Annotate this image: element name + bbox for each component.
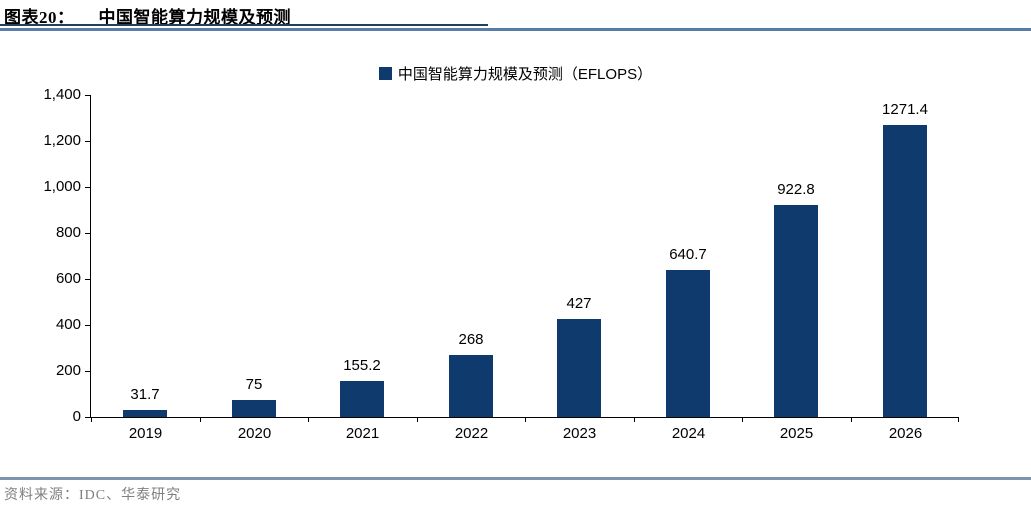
bar bbox=[340, 381, 384, 417]
y-axis-tick-mark bbox=[85, 233, 91, 234]
y-axis-tick-label: 200 bbox=[55, 362, 81, 379]
bar bbox=[774, 205, 818, 417]
bar-value-label: 640.7 bbox=[669, 246, 707, 263]
bar-value-label: 31.7 bbox=[130, 386, 160, 403]
figure-title-text: 中国智能算力规模及预测 bbox=[98, 8, 291, 27]
bar-value-label: 427 bbox=[566, 295, 592, 312]
bar-value-label: 75 bbox=[245, 376, 263, 393]
header-rule bbox=[0, 28, 1031, 31]
legend-swatch-icon bbox=[378, 67, 392, 80]
x-axis-tick-mark bbox=[851, 417, 852, 422]
x-axis-tick-label: 2024 bbox=[671, 425, 706, 442]
bar bbox=[557, 319, 601, 417]
y-axis-tick-mark bbox=[85, 141, 91, 142]
x-axis-tick-label: 2022 bbox=[454, 425, 489, 442]
x-axis-tick-mark bbox=[634, 417, 635, 422]
footer-rule bbox=[0, 477, 1031, 480]
x-axis-tick-label: 2026 bbox=[888, 425, 923, 442]
x-axis-tick-label: 2023 bbox=[562, 425, 597, 442]
bar-value-label: 922.8 bbox=[777, 181, 815, 198]
x-axis-tick-label: 2021 bbox=[345, 425, 380, 442]
y-axis-tick-mark bbox=[85, 95, 91, 96]
y-axis-tick-mark bbox=[85, 187, 91, 188]
bar bbox=[123, 410, 167, 417]
figure-title: 图表20： 中国智能算力规模及预测 bbox=[4, 3, 291, 28]
x-axis-tick-mark bbox=[308, 417, 309, 422]
bar bbox=[232, 400, 276, 417]
bar bbox=[883, 125, 927, 417]
bar-value-label: 268 bbox=[458, 331, 484, 348]
y-axis-tick-label: 1,000 bbox=[43, 178, 81, 195]
legend-label: 中国智能算力规模及预测（EFLOPS） bbox=[397, 66, 653, 83]
bar bbox=[449, 355, 493, 417]
bar-chart-plot-area: 0 200 400 600 800 1,000 1,200 1,400 31.7 2019 75 20… bbox=[43, 86, 959, 442]
bar-value-label: 155.2 bbox=[343, 357, 381, 374]
x-axis-tick-mark bbox=[742, 417, 743, 422]
figure-number: 图表20： bbox=[4, 8, 75, 27]
bar-value-label: 1271.4 bbox=[882, 101, 928, 118]
x-axis-tick-mark bbox=[525, 417, 526, 422]
x-axis-tick-label: 2025 bbox=[779, 425, 814, 442]
x-axis-tick-label: 2019 bbox=[128, 425, 163, 442]
y-axis-tick-label: 600 bbox=[55, 270, 81, 287]
x-axis-tick-label: 2020 bbox=[237, 425, 272, 442]
y-axis-tick-label: 800 bbox=[55, 224, 81, 241]
bar bbox=[666, 270, 710, 417]
y-axis-tick-mark bbox=[85, 325, 91, 326]
y-axis-tick-mark bbox=[85, 371, 91, 372]
y-axis-tick-label: 400 bbox=[55, 316, 81, 333]
chart-legend: 中国智能算力规模及预测（EFLOPS） bbox=[0, 63, 1031, 84]
y-axis-tick-label: 1,400 bbox=[43, 86, 81, 103]
x-axis-tick-mark bbox=[200, 417, 201, 422]
source-note: 资料来源：IDC、华泰研究 bbox=[4, 488, 182, 503]
y-axis-tick-mark bbox=[85, 279, 91, 280]
title-underline bbox=[0, 24, 488, 26]
x-axis-tick-mark bbox=[417, 417, 418, 422]
x-axis-tick-mark bbox=[91, 417, 92, 422]
y-axis-tick-label: 0 bbox=[72, 408, 81, 425]
y-axis-tick-mark bbox=[85, 417, 91, 418]
x-axis-tick-mark bbox=[958, 417, 959, 422]
y-axis-tick-label: 1,200 bbox=[43, 132, 81, 149]
